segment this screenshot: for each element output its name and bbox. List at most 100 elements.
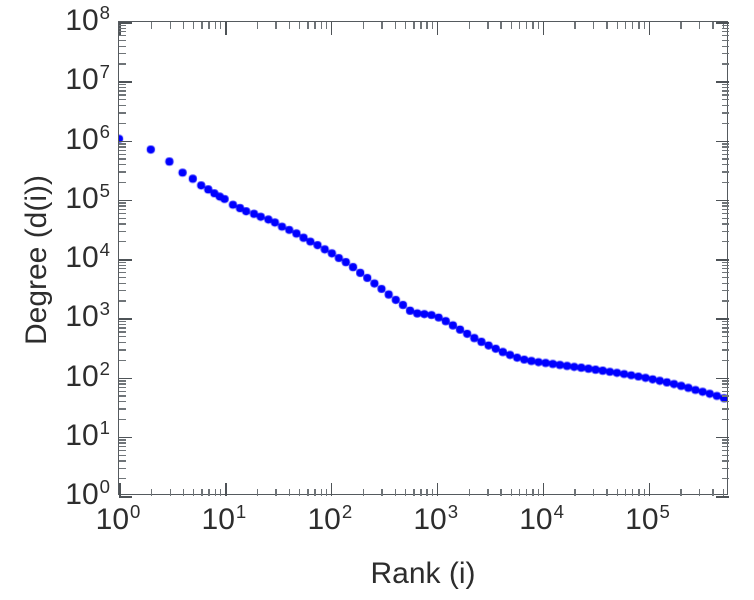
x-axis-top-minor-tick [214,22,216,29]
y-tick-label-7: 107 [40,62,110,95]
y-axis-minor-tick [119,230,126,233]
x-tick-label-0: 100 [96,502,141,535]
x-axis-minor-tick [314,489,316,496]
y-axis-right-minor-tick [722,212,729,215]
x-axis-minor-tick [288,489,290,496]
y-tick-mantissa: 10 [65,122,99,156]
x-axis-top-minor-tick [275,22,277,29]
x-axis-minor-tick [526,489,528,496]
x-axis-top-minor-tick [298,22,301,29]
x-axis-minor-tick [616,489,618,496]
y-axis-minor-tick [119,380,126,382]
x-axis-top-minor-tick [487,22,489,29]
x-axis-minor-tick [394,489,396,496]
x-tick-label-2: 102 [307,502,352,535]
y-axis-right-minor-tick [722,380,729,382]
y-tick-mantissa: 10 [65,181,99,215]
y-axis-right-minor-tick [722,300,729,302]
x-axis-top-minor-tick [381,22,383,29]
y-tick-exponent: 5 [99,179,110,201]
y-axis-minor-tick [119,386,126,388]
y-axis-minor-tick [119,467,126,470]
x-axis-top-minor-tick [201,22,203,29]
x-axis-minor-tick [208,489,210,496]
x-axis-top-minor-tick [643,22,645,29]
y-axis-right-minor-tick [722,467,729,470]
y-axis-right-major-tick [716,259,729,261]
x-axis-top-minor-tick [625,22,627,29]
y-axis-major-tick [119,496,132,498]
x-axis-minor-tick [593,489,595,496]
x-tick-mantissa: 10 [413,503,447,536]
y-axis-minor-tick [119,349,126,351]
x-axis-top-minor-tick [526,22,528,29]
y-axis-minor-tick [119,217,126,219]
x-axis-minor-tick [307,489,309,496]
x-axis-top-major-tick [648,22,651,35]
y-axis-right-minor-tick [722,171,729,173]
y-axis-minor-tick [119,27,126,30]
x-tick-mantissa: 10 [519,503,553,536]
y-axis-right-minor-tick [722,418,729,421]
y-axis-minor-tick [119,442,126,444]
x-tick-exponent: 5 [659,501,670,522]
y-tick-label-5: 105 [40,181,110,215]
y-axis-right-minor-tick [722,99,729,101]
x-axis-top-major-tick [224,22,227,35]
x-axis-top-minor-tick [532,22,534,29]
x-axis-top-minor-tick [632,22,634,29]
y-axis-right-minor-tick [722,272,729,274]
y-axis-minor-tick [119,460,126,462]
x-axis-top-minor-tick [404,22,407,29]
x-axis-top-minor-tick [537,22,540,29]
y-axis-right-minor-tick [722,349,729,351]
y-axis-minor-tick [119,90,126,92]
x-tick-exponent: 0 [130,501,141,522]
x-axis-minor-tick [510,489,513,496]
x-axis-minor-tick [256,489,259,496]
x-axis-minor-tick [431,489,434,496]
y-axis-right-major-tick [716,199,729,202]
x-axis-top-minor-tick [510,22,513,29]
x-axis-top-minor-tick [193,22,195,29]
y-axis-right-minor-tick [722,86,729,89]
y-axis-right-minor-tick [722,359,729,361]
y-axis-right-minor-tick [722,289,729,292]
y-axis-minor-tick [119,395,126,397]
x-tick-mantissa: 10 [201,503,235,536]
x-axis-major-tick [330,483,333,496]
y-axis-right-minor-tick [722,282,729,284]
y-axis-major-tick [119,22,132,24]
y-axis-minor-tick [119,35,126,37]
y-axis-right-minor-tick [722,52,729,55]
y-axis-right-minor-tick [722,478,729,480]
y-axis-minor-tick [119,276,126,279]
y-tick-exponent: 6 [99,120,110,142]
y-axis-right-minor-tick [722,261,729,263]
y-axis-minor-tick [119,104,126,107]
y-axis-minor-tick [119,282,126,284]
x-tick-mantissa: 10 [625,503,659,536]
x-axis-top-minor-tick [431,22,434,29]
x-axis-top-major-tick [330,22,333,35]
y-tick-label-3: 103 [40,299,110,332]
x-axis-top-minor-tick [220,22,222,29]
y-tick-exponent: 4 [99,239,110,260]
x-axis-top-minor-tick [256,22,259,29]
scatter-data-layer [119,22,727,494]
y-axis-right-minor-tick [722,445,729,448]
y-axis-minor-tick [119,341,126,344]
x-axis-minor-tick [606,489,608,496]
y-axis-minor-tick [119,336,126,338]
x-axis-minor-tick [169,489,171,496]
y-axis-right-minor-tick [722,202,729,204]
y-axis-minor-tick [119,331,126,333]
y-axis-right-minor-tick [722,90,729,92]
y-axis-right-major-tick [716,377,729,380]
y-axis-right-minor-tick [722,460,729,462]
y-axis-right-minor-tick [722,241,729,243]
y-axis-right-minor-tick [722,112,729,114]
y-axis-minor-tick [119,390,126,392]
x-axis-top-minor-tick [182,22,185,29]
x-axis-minor-tick [500,489,502,496]
